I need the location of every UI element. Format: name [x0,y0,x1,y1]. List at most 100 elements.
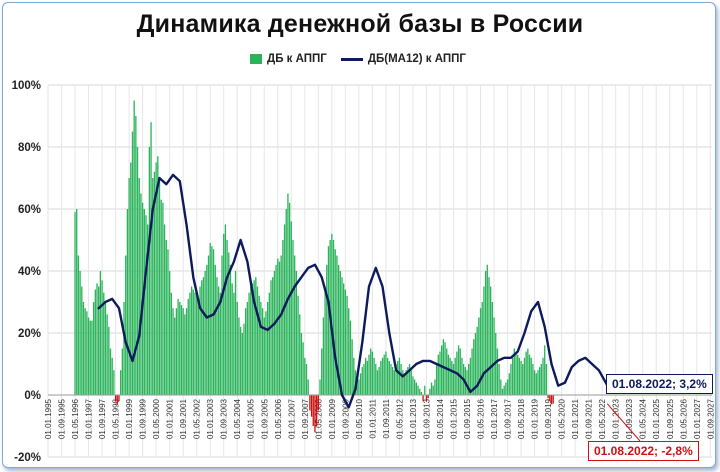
bar [190,286,193,395]
bar [111,357,113,395]
bar [312,395,314,426]
bar [258,295,260,395]
bar [513,348,515,395]
bar [126,209,129,395]
bar [483,286,485,395]
bar [385,351,387,395]
bar [542,357,544,395]
bar [378,367,380,395]
x-tick-label: 01.01.1995 [44,398,53,439]
bar [469,357,472,395]
bar [207,255,210,395]
x-tick-label: 01.05.2018 [517,398,526,439]
bar [119,370,122,395]
x-tick-label: 01.09.1997 [98,398,107,439]
bar [152,178,154,395]
bar [517,354,519,395]
bar [158,178,161,395]
bar [238,317,240,395]
bar [343,283,345,395]
bar [505,382,507,395]
bar [511,357,514,395]
bar [344,289,347,395]
bar [358,379,360,395]
x-tick-label: 01.01.2027 [693,398,702,439]
bar [192,289,194,395]
bar [359,373,362,395]
bar [168,271,171,395]
bar [81,286,83,395]
legend-swatch-bars [250,54,262,64]
bar [373,357,375,395]
bar [479,308,482,395]
bar [376,370,379,395]
bar [84,308,86,395]
x-tick-label: 01.09.2007 [301,398,310,439]
bar [486,264,488,395]
x-tick-label: 01.09.1999 [139,398,148,439]
legend-item-line[interactable]: ДБ(МА12) к АППГ [340,53,466,65]
x-tick-label: 01.01.2005 [247,398,256,439]
legend-item-bars[interactable]: ДБ к АППГ [250,53,327,65]
bar [89,320,91,395]
x-tick-label: 01.09.2015 [463,398,472,439]
bar [275,264,277,395]
bar [473,339,475,395]
x-tick-label: 01.05.2016 [477,398,486,439]
x-tick-label: 01.01.1999 [125,398,134,439]
bar [510,364,512,395]
bar [305,364,308,395]
bar [162,202,164,395]
bar [432,385,434,395]
bar [430,382,433,395]
bar [353,357,355,395]
bar [211,246,213,395]
bar [366,360,368,395]
bar [381,357,384,395]
chart-legend: ДБ к АППГ ДБ(МА12) к АППГ [250,53,466,65]
bar [234,271,237,395]
bar [380,360,382,395]
bar [481,302,483,395]
bar [86,311,88,395]
bar [224,224,227,395]
bar [248,292,250,395]
bar [118,395,120,402]
bar [130,162,132,395]
bar [260,302,262,395]
bar [309,395,311,411]
bar [405,370,407,395]
x-tick-label: 01.01.2025 [652,398,661,439]
bar [184,314,186,395]
bar [114,395,117,402]
bar [346,295,348,395]
bar [104,302,107,395]
x-tick-label: 01.01.1997 [85,398,94,439]
bar [386,357,389,395]
bar [500,379,502,395]
x-tick-label: 01.01.2009 [328,398,337,439]
bar [319,379,321,395]
bar [212,249,215,395]
bar [506,379,509,395]
chart-title: Динамика денежной базы в России [136,10,584,38]
bar [348,308,350,395]
bar [501,388,504,395]
bar [468,364,470,395]
bar [437,354,439,395]
bar [540,364,543,395]
bar [179,302,181,395]
bar [368,354,370,395]
bar [103,292,105,395]
bar [295,271,298,395]
bar [496,348,499,395]
x-tick-label: 01.01.2023 [612,398,621,439]
bar [265,311,267,395]
bar [261,308,264,395]
bar [339,271,341,395]
bar [422,395,424,402]
bar [155,162,157,395]
x-tick-label: 01.05.1996 [71,398,80,439]
x-tick-label: 01.09.2023 [625,398,634,439]
